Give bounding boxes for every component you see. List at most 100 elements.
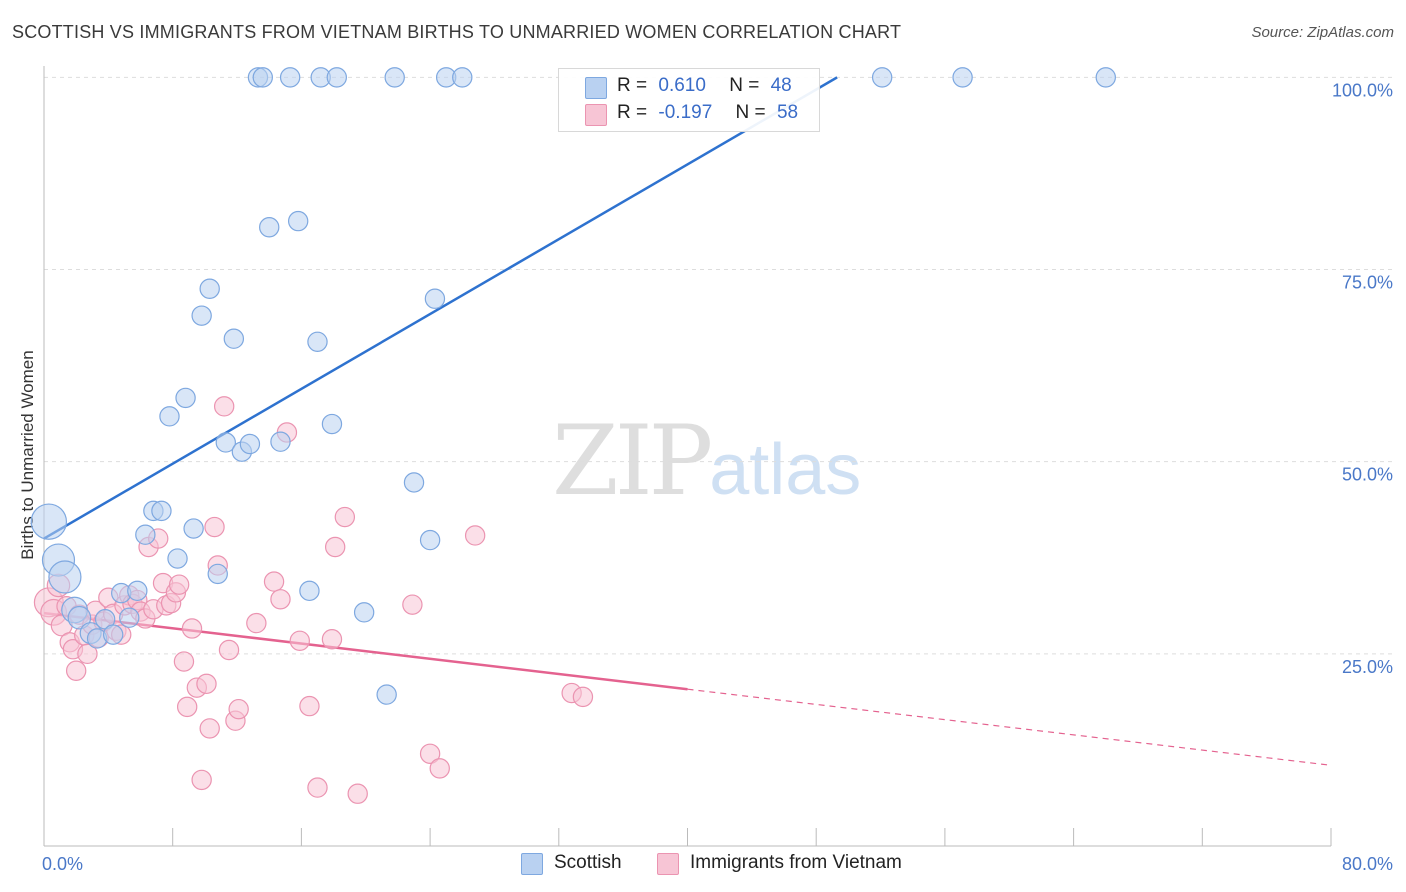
vietnam-point [196, 673, 217, 695]
y-tick-label: 75.0% [1342, 273, 1393, 293]
grid-lines [44, 76, 1392, 655]
vietnam-point [213, 396, 235, 417]
axes [43, 66, 1332, 847]
watermark: ZIPatlas [552, 405, 861, 517]
r-label: R = [617, 75, 648, 96]
vietnam-point [218, 639, 240, 661]
vietnam-point [77, 643, 98, 665]
stats-legend: R = 0.610 N = 48 R = -0.197 N = 58 [558, 68, 820, 132]
scottish-point [67, 605, 92, 630]
tick-labels: 25.0% 50.0% 75.0% 100.0% 0.0% 80.0% [42, 80, 1393, 874]
vietnam-point [307, 777, 328, 798]
scottish-point [239, 433, 261, 455]
n-value: 48 [770, 75, 792, 96]
scottish-point [307, 331, 328, 352]
vietnam-point [464, 525, 486, 546]
scottish-point [252, 67, 273, 88]
scottish-point [48, 560, 82, 594]
scottish-point [102, 624, 124, 645]
n-label: N = [729, 75, 760, 96]
vietnam-point [289, 630, 310, 651]
legend-label: Scottish [554, 852, 622, 873]
vietnam-point [176, 696, 198, 718]
scottish-point [183, 518, 204, 539]
data-points [30, 67, 1116, 804]
scottish-point [119, 607, 140, 628]
vietnam-point [402, 594, 423, 615]
vietnam-point [173, 651, 195, 672]
y-tick-label: 100.0% [1332, 80, 1393, 100]
scottish-swatch [585, 77, 607, 99]
chart-title: SCOTTISH VS IMMIGRANTS FROM VIETNAM BIRT… [12, 22, 902, 42]
scottish-point [353, 602, 375, 623]
scottish-point [270, 431, 291, 452]
vietnam-point [199, 718, 220, 739]
vietnam-point [270, 589, 291, 610]
scottish-point [376, 684, 397, 705]
x-tick-label: 80.0% [1342, 854, 1393, 874]
scottish-point [207, 563, 228, 585]
legend-label: Immigrants from Vietnam [690, 852, 902, 873]
y-tick-label: 25.0% [1342, 657, 1393, 677]
vietnam-point [65, 660, 87, 681]
scottish-point [403, 472, 425, 493]
scottish-point [199, 278, 220, 299]
n-label: N = [735, 102, 766, 123]
watermark-zip: ZIP [552, 405, 713, 517]
scottish-point [215, 432, 236, 453]
watermark-atlas: atlas [709, 430, 862, 510]
trend-lines [43, 76, 1332, 766]
vietnam-point [246, 612, 267, 634]
scottish-point [326, 67, 347, 88]
scottish-point [259, 217, 280, 238]
scottish-point [952, 67, 973, 88]
vietnam-point [321, 629, 343, 650]
r-label: R = [617, 102, 648, 123]
scottish-point [1095, 67, 1116, 88]
vietnam-point [299, 695, 320, 717]
scottish-point [279, 67, 301, 88]
vietnam-point [168, 574, 190, 595]
vietnam-point [324, 536, 346, 558]
scottish-swatch [521, 853, 543, 875]
scottish-point [135, 524, 156, 545]
scottish-point [191, 305, 212, 326]
vietnam-swatch [585, 104, 607, 126]
vietnam-point [334, 506, 356, 528]
scottish-point [419, 529, 441, 551]
scottish-point [151, 500, 172, 522]
scottish-point [30, 503, 68, 540]
series-legend: Scottish Immigrants from Vietnam [0, 850, 1406, 880]
scottish-point [159, 406, 180, 427]
source-credit: Source: ZipAtlas.com [1251, 24, 1394, 41]
x-tick-label: 0.0% [42, 854, 83, 874]
scottish-point [452, 67, 473, 88]
scottish-point [167, 548, 188, 569]
y-tick-label: 50.0% [1342, 465, 1393, 485]
scottish-point [175, 387, 196, 409]
scottish-point [127, 580, 148, 602]
n-value: 58 [776, 102, 799, 123]
vietnam-point [204, 516, 225, 538]
scottish-point [424, 288, 446, 309]
scottish-point [384, 67, 405, 88]
scottish-trend-line [43, 76, 838, 540]
vietnam-point [347, 783, 368, 804]
vietnam-point [419, 743, 441, 764]
r-value: 0.610 [658, 75, 706, 96]
vietnam-point [191, 769, 212, 791]
vietnam-point [228, 698, 249, 720]
vietnam-point [181, 618, 203, 639]
r-value: -0.197 [658, 102, 713, 123]
scottish-point [299, 580, 320, 602]
scottish-point [871, 67, 893, 88]
vietnam-point [429, 758, 450, 779]
scottish-point [321, 413, 343, 435]
vietnam-point [572, 686, 594, 708]
vietnam-trend-extension [687, 688, 1332, 766]
scottish-point [223, 328, 245, 349]
vietnam-point [263, 571, 285, 592]
scottish-point [287, 210, 309, 232]
vietnam-swatch [657, 853, 679, 875]
